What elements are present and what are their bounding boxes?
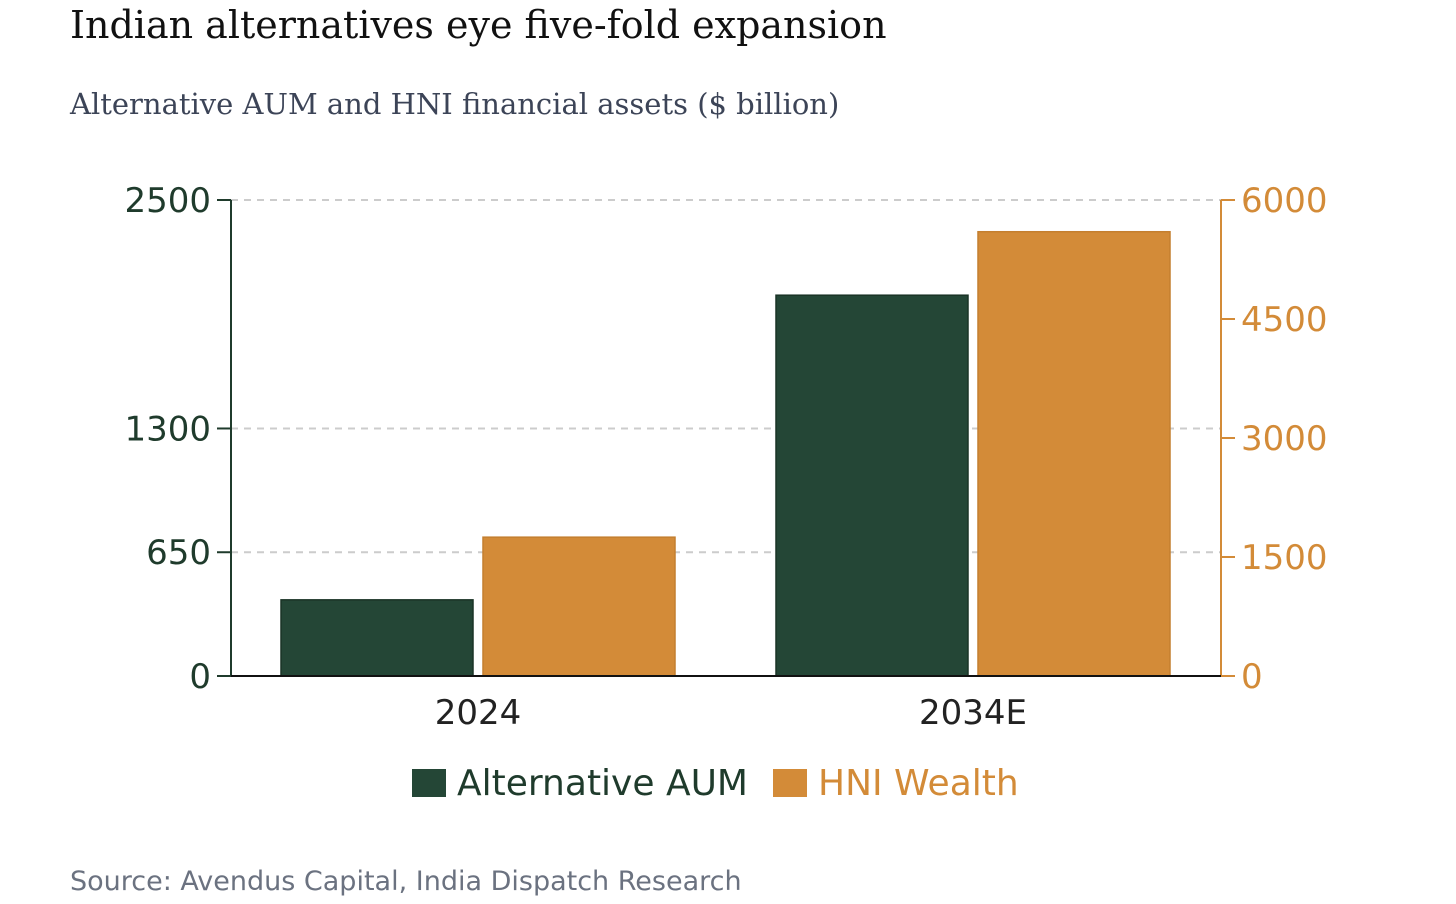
right-tick-label: 4500 (1241, 300, 1328, 340)
legend-alternative-aum-swatch (412, 769, 446, 797)
right-tick-label: 0 (1241, 657, 1263, 697)
left-tick-label: 650 (146, 533, 211, 573)
bar-alternative-aum (775, 294, 969, 677)
right-tick-label: 6000 (1241, 181, 1328, 221)
bar-hni-wealth (482, 536, 676, 677)
right-tick-label: 3000 (1241, 419, 1328, 459)
chart-title: Indian alternatives eye five-fold expans… (70, 3, 887, 47)
bar-alternative-aum (280, 599, 474, 677)
left-tick-label: 2500 (124, 181, 211, 221)
bar-hni-wealth (977, 230, 1171, 677)
legend-hni-wealth-swatch (773, 769, 807, 797)
left-tick-label: 0 (189, 657, 211, 697)
chart-subtitle: Alternative AUM and HNI financial assets… (70, 87, 840, 121)
right-tick-label: 1500 (1241, 538, 1328, 578)
legend-hni-wealth-label: HNI Wealth (818, 763, 1019, 804)
legend-alternative-aum-label: Alternative AUM (457, 763, 748, 804)
x-category-label: 2034E (919, 693, 1027, 733)
source-note: Source: Avendus Capital, India Dispatch … (70, 866, 742, 897)
left-tick-label: 1300 (124, 409, 211, 449)
x-category-label: 2024 (435, 693, 522, 733)
